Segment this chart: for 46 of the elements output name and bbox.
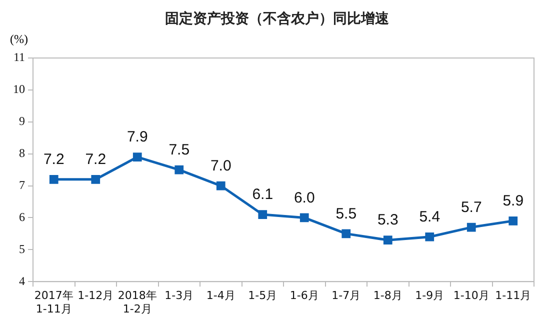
data-label: 5.5 xyxy=(336,205,357,222)
x-tick-label: 1-9月 xyxy=(415,289,444,302)
x-tick-label: 1-11月 xyxy=(495,289,532,302)
data-label: 5.7 xyxy=(460,198,482,216)
x-tick-label: 2018年 1-2月 xyxy=(118,289,157,316)
point xyxy=(383,236,392,245)
data-label: 7.2 xyxy=(85,151,106,168)
data-label: 7.5 xyxy=(168,141,190,158)
data-label: 5.4 xyxy=(419,208,440,226)
x-tick-label: 2017年 1-11月 xyxy=(34,289,74,316)
data-label: 7.2 xyxy=(43,151,64,168)
x-tick-label: 1-8月 xyxy=(373,289,402,302)
data-label: 7.9 xyxy=(126,128,148,146)
data-label: 5.9 xyxy=(502,192,524,210)
x-tick-label: 1-3月 xyxy=(164,289,194,302)
y-tick-label: 10 xyxy=(13,82,25,96)
data-label: 6.0 xyxy=(294,189,315,206)
y-tick-label: 5 xyxy=(19,242,25,256)
point xyxy=(258,210,268,219)
x-tick-label: 1-10月 xyxy=(453,289,490,302)
y-tick-label: 9 xyxy=(19,114,25,128)
chart-title: 固定资产投资（不含农户）同比增速 xyxy=(164,10,390,28)
point xyxy=(174,165,184,174)
x-tick-label: 1-6月 xyxy=(290,289,319,302)
point xyxy=(425,232,434,242)
y-tick-label: 7 xyxy=(19,178,25,192)
data-label: 5.3 xyxy=(377,212,398,229)
y-tick-label: 4 xyxy=(19,274,25,288)
y-tick-label: 6 xyxy=(19,210,25,224)
x-tick-label: 1-7月 xyxy=(332,289,361,302)
point xyxy=(300,213,309,222)
y-tick-label: 11 xyxy=(13,50,25,64)
point xyxy=(508,216,518,226)
data-label: 7.0 xyxy=(210,157,232,174)
point xyxy=(91,174,100,184)
point xyxy=(342,229,351,238)
x-tick-label: 1-12月 xyxy=(78,289,114,302)
y-axis-title: (%) xyxy=(10,32,28,47)
point xyxy=(466,222,476,232)
x-tick-label: 1-4月 xyxy=(206,289,236,302)
point xyxy=(132,152,142,162)
y-tick-label: 8 xyxy=(19,146,25,160)
data-label: 6.1 xyxy=(252,186,274,204)
point xyxy=(216,181,226,190)
point xyxy=(49,174,58,184)
x-tick-label: 1-5月 xyxy=(248,289,278,302)
